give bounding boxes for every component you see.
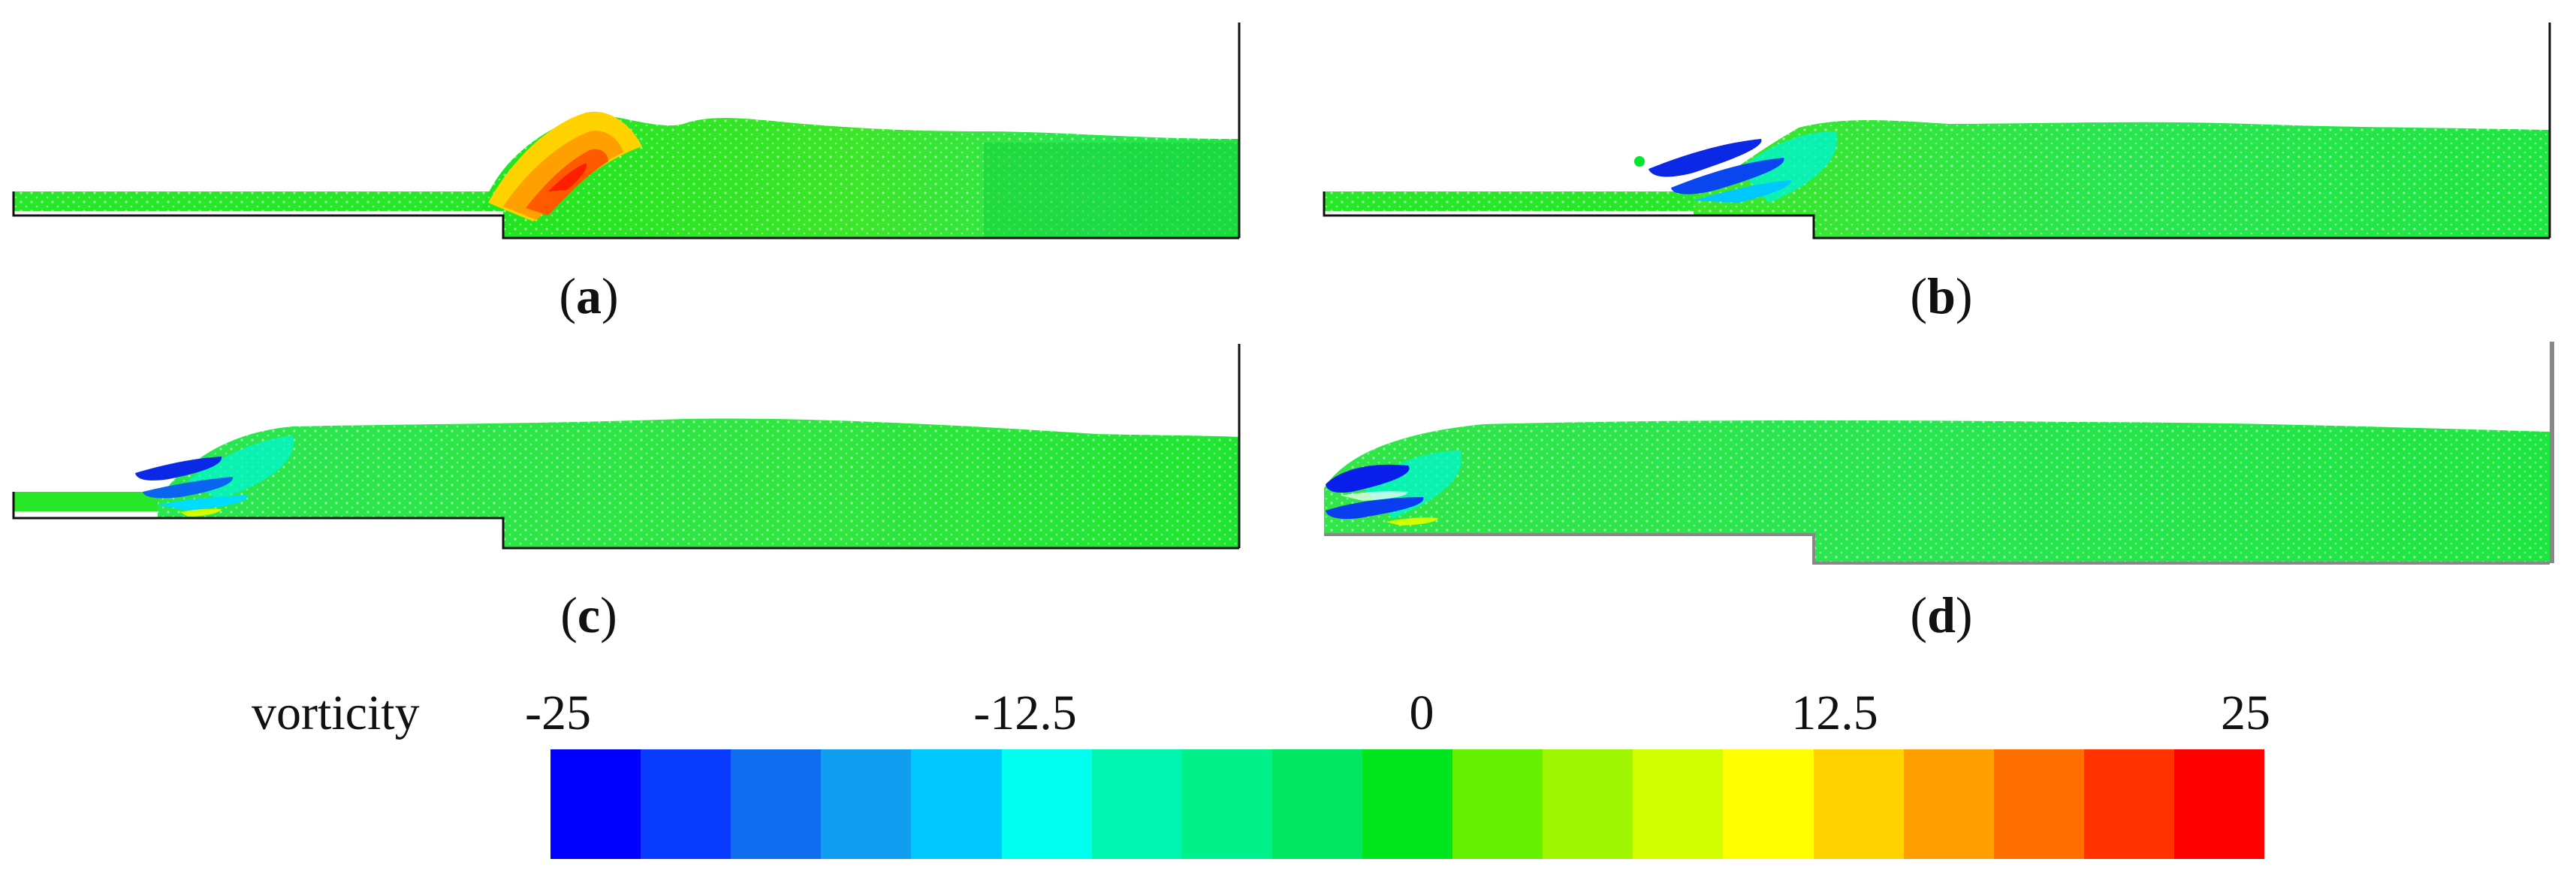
colorbar-segment (1813, 749, 1904, 859)
colorbar-segment (1633, 749, 1724, 859)
colorbar-segment (1903, 749, 1994, 859)
caption-b: (b) (1910, 267, 1973, 324)
colorbar-tick-pos-mid: 12.5 (1791, 686, 1878, 740)
colorbar-segment (1001, 749, 1092, 859)
colorbar-tick-zero: 0 (1409, 686, 1434, 740)
colorbar-tick-neg-mid: -12.5 (973, 686, 1077, 740)
panel-d-plot (1324, 342, 2554, 565)
colorbar-tick-min: -25 (525, 686, 591, 740)
panel-c (8, 338, 1254, 563)
colorbar-segment (1181, 749, 1272, 859)
colorbar-segment (731, 749, 822, 859)
colorbar (550, 749, 2265, 859)
colorbar-segment (821, 749, 912, 859)
colorbar-segment (1271, 749, 1362, 859)
colorbar-segment (1993, 749, 2084, 859)
colorbar-segment (2173, 749, 2265, 859)
colorbar-segment (1543, 749, 1633, 859)
colorbar-segment (1091, 749, 1182, 859)
caption-a: (a) (559, 267, 619, 324)
panel-a (8, 19, 1254, 252)
colorbar-segment (1362, 749, 1453, 859)
colorbar-segment (2083, 749, 2174, 859)
panel-b-plot (1323, 23, 2551, 240)
caption-c: (c) (560, 586, 617, 643)
panel-c-plot (12, 344, 1241, 550)
colorbar-segment (550, 749, 641, 859)
colorbar-title: vorticity (252, 686, 420, 740)
caption-d: (d) (1910, 586, 1973, 643)
colorbar-segment (641, 749, 731, 859)
colorbar-segment (911, 749, 1002, 859)
panel-b (1318, 19, 2565, 252)
colorbar-tick-max: 25 (2221, 686, 2270, 740)
colorbar-segment (1723, 749, 1814, 859)
panel-a-plot (12, 23, 1241, 240)
panel-d (1318, 338, 2565, 571)
colorbar-segment (1452, 749, 1543, 859)
